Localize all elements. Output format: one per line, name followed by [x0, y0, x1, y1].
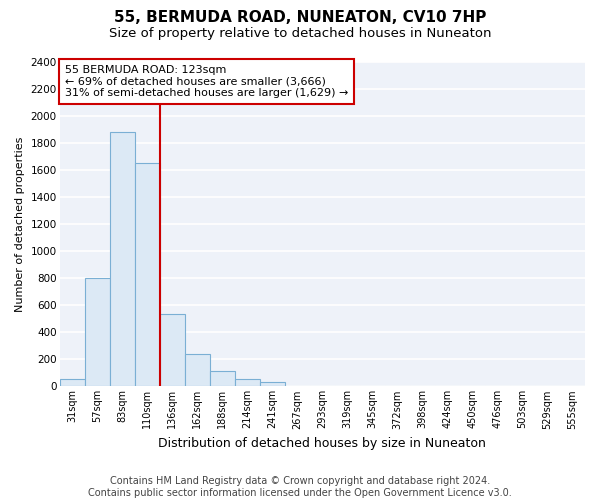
Bar	[160, 314, 185, 386]
Bar	[260, 382, 285, 386]
Bar	[185, 354, 210, 386]
X-axis label: Distribution of detached houses by size in Nuneaton: Distribution of detached houses by size …	[158, 437, 486, 450]
Y-axis label: Number of detached properties: Number of detached properties	[15, 136, 25, 312]
Text: 55, BERMUDA ROAD, NUNEATON, CV10 7HP: 55, BERMUDA ROAD, NUNEATON, CV10 7HP	[114, 10, 486, 25]
Bar	[85, 278, 110, 386]
Bar	[235, 378, 260, 386]
Text: 55 BERMUDA ROAD: 123sqm
← 69% of detached houses are smaller (3,666)
31% of semi: 55 BERMUDA ROAD: 123sqm ← 69% of detache…	[65, 64, 348, 98]
Bar	[59, 379, 85, 386]
Bar	[210, 372, 235, 386]
Text: Size of property relative to detached houses in Nuneaton: Size of property relative to detached ho…	[109, 28, 491, 40]
Bar	[110, 132, 134, 386]
Text: Contains HM Land Registry data © Crown copyright and database right 2024.
Contai: Contains HM Land Registry data © Crown c…	[88, 476, 512, 498]
Bar	[134, 163, 160, 386]
